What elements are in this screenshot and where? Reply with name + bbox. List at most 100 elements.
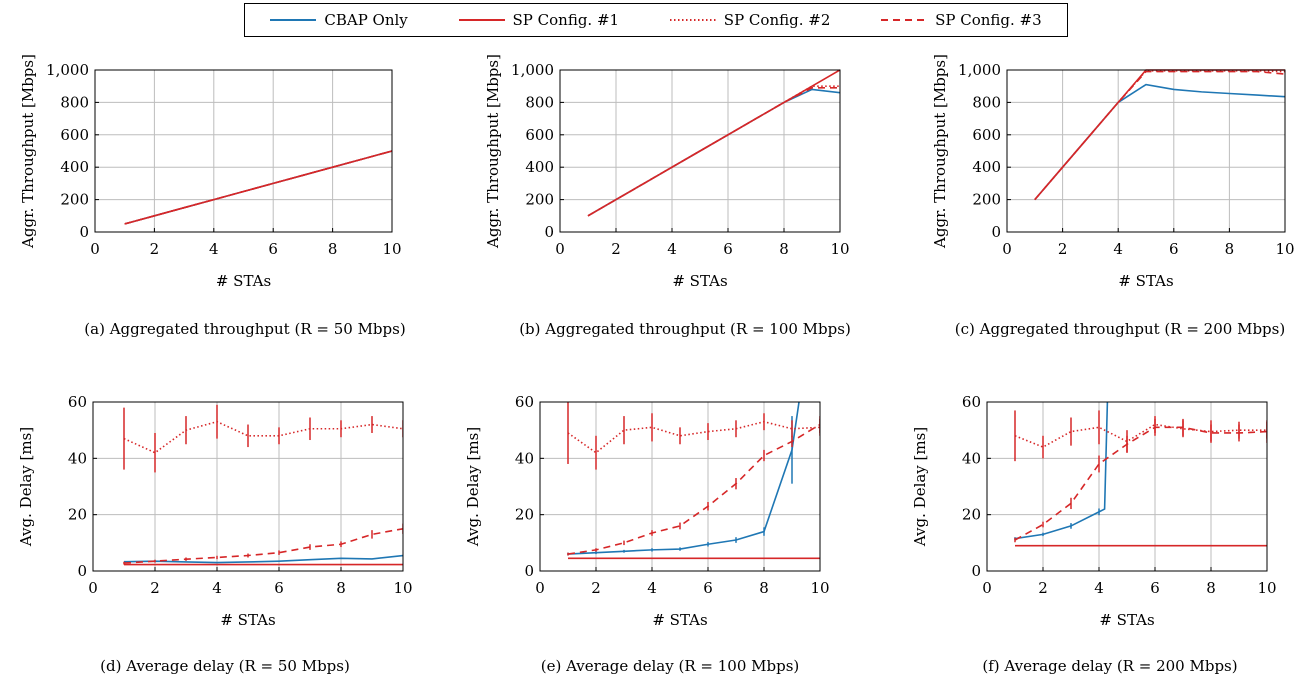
x-tick-label: 8 bbox=[1225, 240, 1235, 258]
y-tick-label: 60 bbox=[962, 393, 981, 411]
y-tick-label: 1,000 bbox=[46, 61, 89, 79]
x-tick-label: 2 bbox=[1058, 240, 1068, 258]
y-tick-label: 400 bbox=[972, 158, 1001, 176]
series-line-4 bbox=[567, 423, 820, 555]
y-tick-label: 200 bbox=[60, 191, 89, 209]
chart-a-throughput-50: 0 2 4 6 8 10 0 200 400 600 800 1,000 # STAs Aggr. Thr… bbox=[19, 54, 402, 290]
series-group bbox=[124, 150, 392, 225]
plot-frame bbox=[94, 69, 393, 233]
x-tick-label: 10 bbox=[393, 579, 412, 597]
series-line-3 bbox=[123, 420, 403, 454]
y-axis-label: Avg. Delay [ms] bbox=[911, 427, 929, 547]
x-tick-label: 4 bbox=[667, 240, 677, 258]
series-group bbox=[123, 404, 403, 566]
x-tick-label: 6 bbox=[274, 579, 284, 597]
y-tick-label: 0 bbox=[971, 562, 981, 580]
caption-b: (b) Aggregated throughput (R = 100 Mbps) bbox=[519, 320, 851, 338]
y-axis-label: Aggr. Throughput [Mbps] bbox=[931, 54, 949, 249]
caption-a: (a) Aggregated throughput (R = 50 Mbps) bbox=[84, 320, 406, 338]
chart-c-throughput-200: 0 2 4 6 8 10 0 200 400 600 800 1,000 # STAs Aggr. Thr… bbox=[931, 54, 1295, 290]
x-tick-label: 6 bbox=[1150, 579, 1160, 597]
x-tick-label: 2 bbox=[611, 240, 621, 258]
y-tick-label: 60 bbox=[68, 393, 87, 411]
plot-frame bbox=[559, 69, 841, 233]
x-axis-label: # STAs bbox=[672, 272, 727, 290]
legend-item-sp1: SP Config. #1 bbox=[458, 11, 620, 29]
y-tick-label: 600 bbox=[525, 126, 554, 144]
x-tick-label: 10 bbox=[382, 240, 401, 258]
series-line-4 bbox=[587, 87, 840, 217]
y-tick-label: 800 bbox=[60, 93, 89, 111]
x-axis-label: # STAs bbox=[1099, 611, 1154, 629]
caption-e: (e) Average delay (R = 100 Mbps) bbox=[540, 657, 800, 675]
legend-item-cbap: CBAP Only bbox=[270, 11, 408, 29]
y-tick-label: 600 bbox=[972, 126, 1001, 144]
x-tick-label: 2 bbox=[150, 579, 160, 597]
x-tick-label: 4 bbox=[209, 240, 219, 258]
x-tick-label: 8 bbox=[759, 579, 769, 597]
legend-label-sp2: SP Config. #2 bbox=[723, 11, 831, 29]
caption-f: (f) Average delay (R = 200 Mbps) bbox=[982, 657, 1238, 675]
y-axis-label: Avg. Delay [ms] bbox=[464, 427, 482, 547]
x-tick-label: 0 bbox=[88, 579, 98, 597]
series-line-1 bbox=[587, 88, 840, 217]
legend-label-sp1: SP Config. #1 bbox=[512, 11, 620, 29]
x-axis-label: # STAs bbox=[220, 611, 275, 629]
y-tick-label: 1,000 bbox=[958, 61, 1001, 79]
x-tick-label: 6 bbox=[703, 579, 713, 597]
series-group bbox=[587, 69, 840, 217]
y-tick-label: 200 bbox=[972, 191, 1001, 209]
x-tick-label: 8 bbox=[336, 579, 346, 597]
series-line-3 bbox=[1014, 423, 1267, 448]
series-line-1 bbox=[1034, 83, 1285, 201]
x-tick-label: 8 bbox=[1206, 579, 1216, 597]
y-axis-label: Avg. Delay [ms] bbox=[17, 427, 35, 547]
plot-frame bbox=[986, 401, 1268, 572]
x-tick-label: 10 bbox=[1275, 240, 1294, 258]
x-tick-label: 8 bbox=[779, 240, 789, 258]
series-group bbox=[567, 401, 820, 560]
y-tick-label: 400 bbox=[60, 158, 89, 176]
legend-swatch-sp2 bbox=[669, 19, 716, 21]
plot-frame bbox=[1006, 69, 1286, 233]
legend-swatch-sp1 bbox=[458, 19, 505, 21]
x-tick-label: 0 bbox=[982, 579, 992, 597]
series-line-1 bbox=[1014, 401, 1109, 540]
legend-item-sp2: SP Config. #2 bbox=[669, 11, 831, 29]
plot-frame bbox=[539, 401, 821, 572]
y-tick-label: 600 bbox=[60, 126, 89, 144]
chart-d-delay-50: 0 2 4 6 8 10 0 20 40 60 # STAs Avg. Delay [ms] bbox=[17, 393, 413, 629]
y-tick-label: 0 bbox=[991, 223, 1001, 241]
y-tick-label: 0 bbox=[544, 223, 554, 241]
chart-b-throughput-100: 0 2 4 6 8 10 0 200 400 600 800 1,000 # STAs Aggr. Thr… bbox=[484, 54, 850, 290]
y-tick-label: 800 bbox=[972, 93, 1001, 111]
y-tick-label: 20 bbox=[962, 506, 981, 524]
plot-frame bbox=[92, 401, 404, 572]
y-tick-label: 1,000 bbox=[511, 61, 554, 79]
x-tick-label: 4 bbox=[1113, 240, 1123, 258]
x-tick-label: 2 bbox=[591, 579, 601, 597]
y-tick-label: 200 bbox=[525, 191, 554, 209]
caption-d: (d) Average delay (R = 50 Mbps) bbox=[100, 657, 350, 675]
y-tick-label: 40 bbox=[515, 449, 534, 467]
series-line-1 bbox=[567, 401, 800, 555]
series-line-3 bbox=[567, 420, 820, 454]
y-tick-label: 20 bbox=[515, 506, 534, 524]
x-tick-label: 0 bbox=[535, 579, 545, 597]
x-tick-label: 6 bbox=[723, 240, 733, 258]
legend-swatch-sp3 bbox=[881, 19, 928, 21]
legend: CBAP Only SP Config. #1 SP Config. #2 SP… bbox=[244, 3, 1068, 37]
y-tick-label: 800 bbox=[525, 93, 554, 111]
x-tick-label: 8 bbox=[328, 240, 338, 258]
legend-item-sp3: SP Config. #3 bbox=[881, 11, 1042, 29]
y-tick-label: 40 bbox=[962, 449, 981, 467]
series-line-4 bbox=[124, 150, 392, 225]
y-tick-label: 20 bbox=[68, 506, 87, 524]
legend-label-sp3: SP Config. #3 bbox=[935, 11, 1042, 29]
chart-e-delay-100: 0 2 4 6 8 10 0 20 40 60 # STAs Avg. Delay [ms] bbox=[464, 393, 830, 629]
y-tick-label: 0 bbox=[77, 562, 87, 580]
x-tick-label: 4 bbox=[212, 579, 222, 597]
x-tick-label: 4 bbox=[1094, 579, 1104, 597]
y-tick-label: 40 bbox=[68, 449, 87, 467]
x-tick-label: 10 bbox=[1257, 579, 1276, 597]
